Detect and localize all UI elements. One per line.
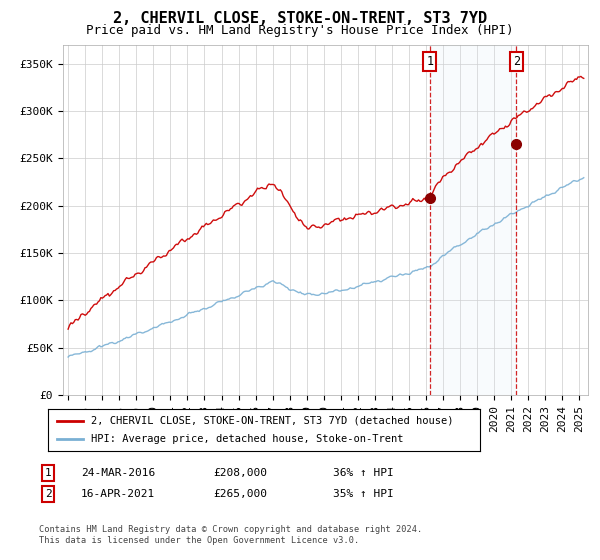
Text: 2: 2 — [44, 489, 52, 499]
Text: Contains HM Land Registry data © Crown copyright and database right 2024.
This d: Contains HM Land Registry data © Crown c… — [39, 525, 422, 545]
Text: 2, CHERVIL CLOSE, STOKE-ON-TRENT, ST3 7YD (detached house): 2, CHERVIL CLOSE, STOKE-ON-TRENT, ST3 7Y… — [91, 416, 454, 426]
Text: Price paid vs. HM Land Registry's House Price Index (HPI): Price paid vs. HM Land Registry's House … — [86, 24, 514, 36]
Text: 1: 1 — [426, 55, 433, 68]
Text: 24-MAR-2016: 24-MAR-2016 — [81, 468, 155, 478]
Text: 35% ↑ HPI: 35% ↑ HPI — [333, 489, 394, 499]
Bar — [430, 45, 516, 395]
Text: 36% ↑ HPI: 36% ↑ HPI — [333, 468, 394, 478]
Text: 2, CHERVIL CLOSE, STOKE-ON-TRENT, ST3 7YD: 2, CHERVIL CLOSE, STOKE-ON-TRENT, ST3 7Y… — [113, 11, 487, 26]
Text: £265,000: £265,000 — [213, 489, 267, 499]
Text: £208,000: £208,000 — [213, 468, 267, 478]
Text: 1: 1 — [44, 468, 52, 478]
Text: HPI: Average price, detached house, Stoke-on-Trent: HPI: Average price, detached house, Stok… — [91, 434, 404, 444]
Text: 2: 2 — [512, 55, 520, 68]
Text: 16-APR-2021: 16-APR-2021 — [81, 489, 155, 499]
